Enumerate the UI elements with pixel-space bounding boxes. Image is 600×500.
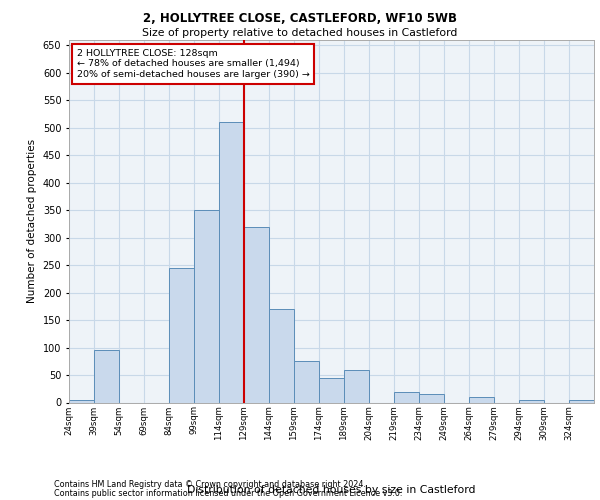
Y-axis label: Number of detached properties: Number of detached properties (27, 139, 37, 304)
Bar (94, 350, 119, 403)
X-axis label: Distribution of detached houses by size in Castleford: Distribution of detached houses by size … (187, 484, 476, 494)
Text: 2 HOLLYTREE CLOSE: 128sqm
← 78% of detached houses are smaller (1,494)
20% of se: 2 HOLLYTREE CLOSE: 128sqm ← 78% of detac… (77, 49, 310, 79)
Bar (394, 392, 419, 402)
Bar (344, 370, 369, 402)
Bar (194, 210, 219, 402)
Bar (69, 400, 94, 402)
Bar (219, 122, 244, 402)
Bar (294, 362, 319, 403)
Bar (319, 378, 344, 402)
Text: Contains HM Land Registry data © Crown copyright and database right 2024.: Contains HM Land Registry data © Crown c… (54, 480, 366, 489)
Bar (469, 397, 494, 402)
Bar (419, 394, 444, 402)
Text: Size of property relative to detached houses in Castleford: Size of property relative to detached ho… (142, 28, 458, 38)
Text: 2, HOLLYTREE CLOSE, CASTLEFORD, WF10 5WB: 2, HOLLYTREE CLOSE, CASTLEFORD, WF10 5WB (143, 12, 457, 26)
Bar (269, 309, 294, 402)
Bar (169, 268, 194, 402)
Bar (569, 400, 594, 402)
Bar (519, 400, 544, 402)
Bar (244, 226, 269, 402)
Text: Contains public sector information licensed under the Open Government Licence v3: Contains public sector information licen… (54, 489, 403, 498)
